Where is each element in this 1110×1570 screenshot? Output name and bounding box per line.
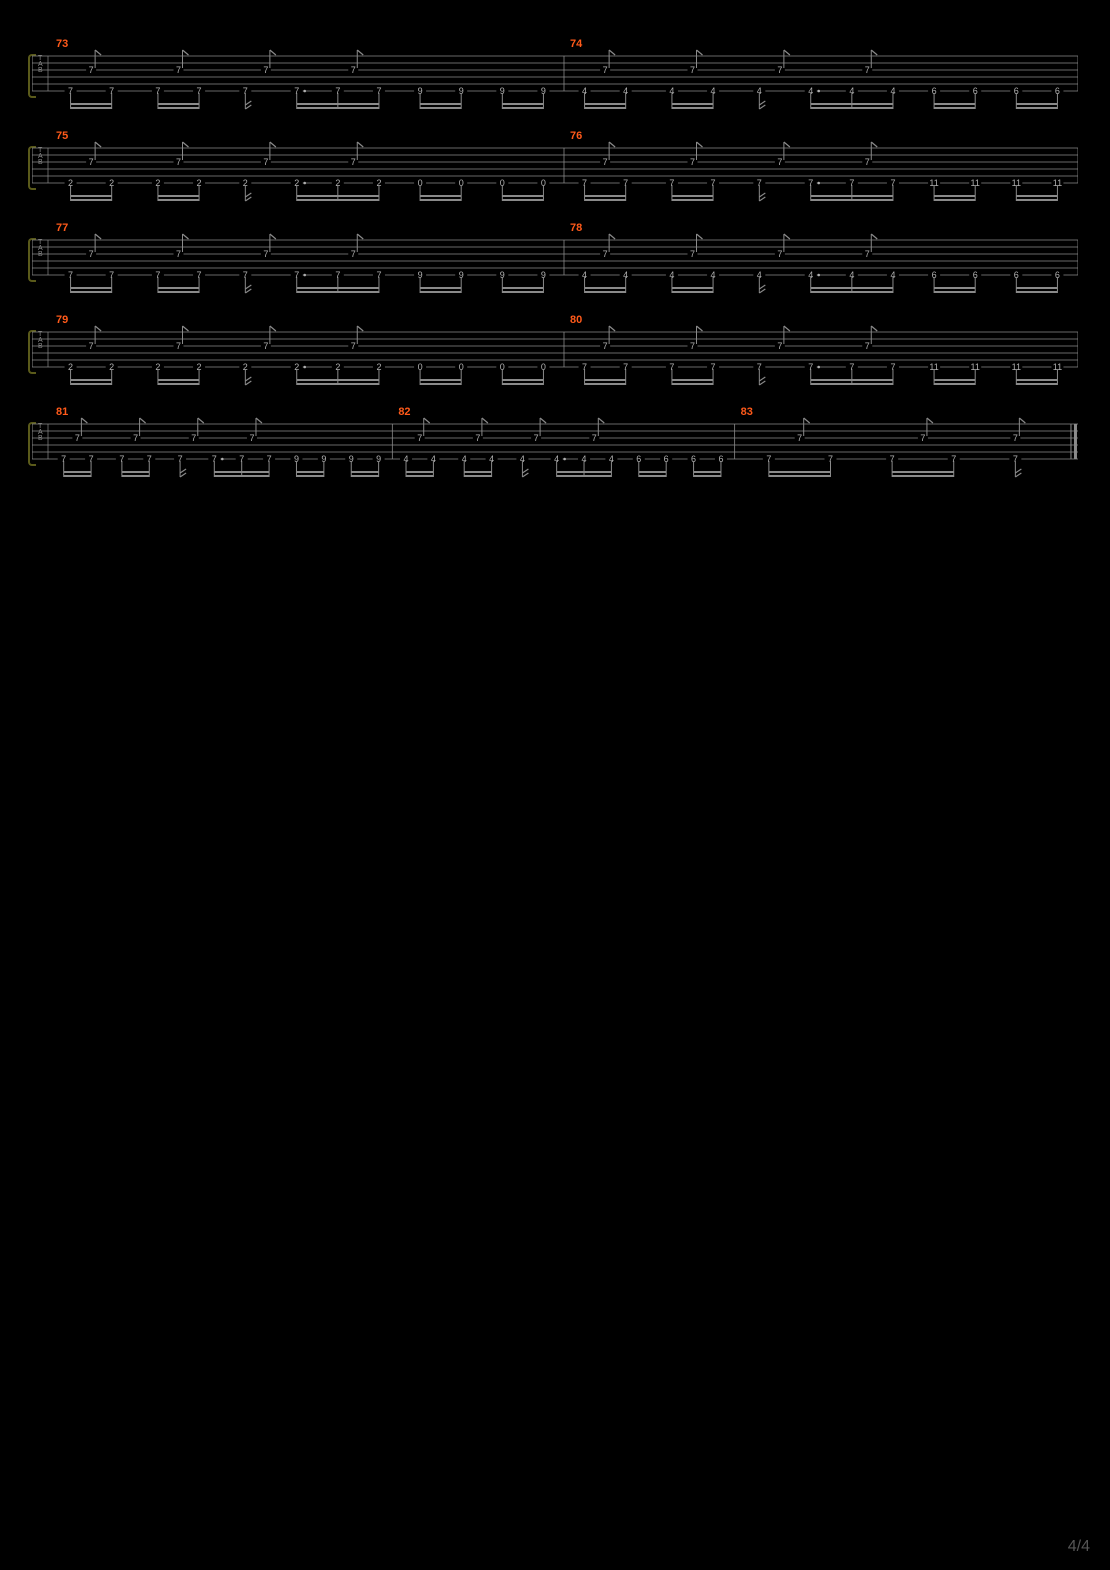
svg-text:7: 7 — [603, 249, 608, 259]
svg-text:7: 7 — [475, 433, 480, 443]
svg-text:7: 7 — [690, 65, 695, 75]
svg-text:7: 7 — [191, 433, 196, 443]
svg-text:7: 7 — [176, 249, 181, 259]
tab-staff-svg: 77777777999977774444444466667777 — [32, 42, 1078, 121]
svg-text:7: 7 — [603, 157, 608, 167]
svg-text:7: 7 — [133, 433, 138, 443]
tab-staff-svg: 222222220000777777777777111111117777 — [32, 318, 1078, 397]
svg-text:7: 7 — [89, 65, 94, 75]
svg-text:7: 7 — [249, 433, 254, 443]
svg-text:7: 7 — [534, 433, 539, 443]
svg-text:7: 7 — [351, 341, 356, 351]
svg-text:7: 7 — [89, 341, 94, 351]
svg-text:7: 7 — [777, 249, 782, 259]
svg-text:7: 7 — [89, 157, 94, 167]
svg-text:7: 7 — [777, 157, 782, 167]
svg-text:7: 7 — [176, 65, 181, 75]
svg-text:7: 7 — [263, 65, 268, 75]
svg-text:7: 7 — [75, 433, 80, 443]
svg-text:7: 7 — [797, 433, 802, 443]
svg-text:7: 7 — [865, 341, 870, 351]
svg-text:7: 7 — [263, 341, 268, 351]
svg-text:7: 7 — [690, 341, 695, 351]
svg-text:7: 7 — [417, 433, 422, 443]
tab-staff-svg: 7777777799997777444444446666777777777777 — [32, 410, 1078, 489]
svg-text:7: 7 — [777, 65, 782, 75]
svg-text:7: 7 — [920, 433, 925, 443]
svg-text:7: 7 — [603, 341, 608, 351]
svg-text:7: 7 — [865, 157, 870, 167]
svg-text:7: 7 — [176, 157, 181, 167]
svg-text:7: 7 — [263, 249, 268, 259]
svg-text:7: 7 — [690, 249, 695, 259]
svg-text:7: 7 — [351, 157, 356, 167]
svg-text:7: 7 — [351, 249, 356, 259]
svg-text:7: 7 — [690, 157, 695, 167]
svg-text:7: 7 — [603, 65, 608, 75]
svg-text:7: 7 — [777, 341, 782, 351]
svg-text:7: 7 — [89, 249, 94, 259]
svg-text:7: 7 — [1013, 433, 1018, 443]
svg-text:7: 7 — [263, 157, 268, 167]
tab-staff-svg: 77777777999977774444444466667777 — [32, 226, 1078, 305]
svg-text:7: 7 — [176, 341, 181, 351]
svg-text:7: 7 — [592, 433, 597, 443]
page-number: 4/4 — [1068, 1538, 1090, 1556]
svg-text:7: 7 — [351, 65, 356, 75]
tab-staff-svg: 222222220000777777777777111111117777 — [32, 134, 1078, 213]
svg-text:7: 7 — [865, 65, 870, 75]
svg-text:7: 7 — [865, 249, 870, 259]
